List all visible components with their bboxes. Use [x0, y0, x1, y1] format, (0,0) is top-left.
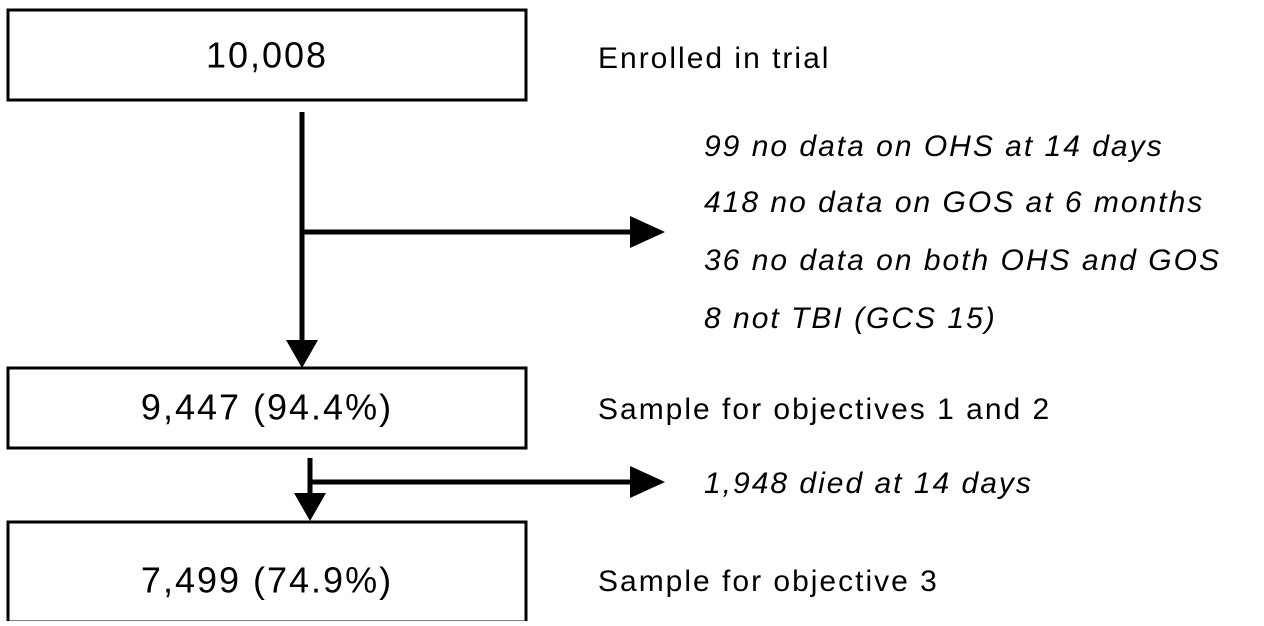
node-box — [6, 366, 528, 450]
connectors — [299, 112, 630, 493]
node-description: Enrolled in trial — [598, 42, 830, 75]
node-description: Sample for objectives 1 and 2 — [598, 393, 1051, 426]
exclusion-line: 36 no data on both OHS and GOS — [704, 244, 1221, 277]
exclusion-line: 99 no data on OHS at 14 days — [704, 130, 1164, 163]
node-box — [6, 8, 528, 102]
node-label: 10,008 — [206, 35, 328, 76]
exclusion-line: 8 not TBI (GCS 15) — [704, 302, 997, 335]
node-description: Sample for objective 3 — [598, 565, 939, 598]
node-label: 9,447 (94.4%) — [141, 387, 393, 428]
node-label: 7,499 (74.9%) — [141, 560, 393, 601]
exclusion-line: 1,948 died at 14 days — [704, 467, 1033, 500]
exclusion-line: 418 no data on GOS at 6 months — [704, 186, 1204, 219]
arrowheads — [286, 216, 665, 521]
